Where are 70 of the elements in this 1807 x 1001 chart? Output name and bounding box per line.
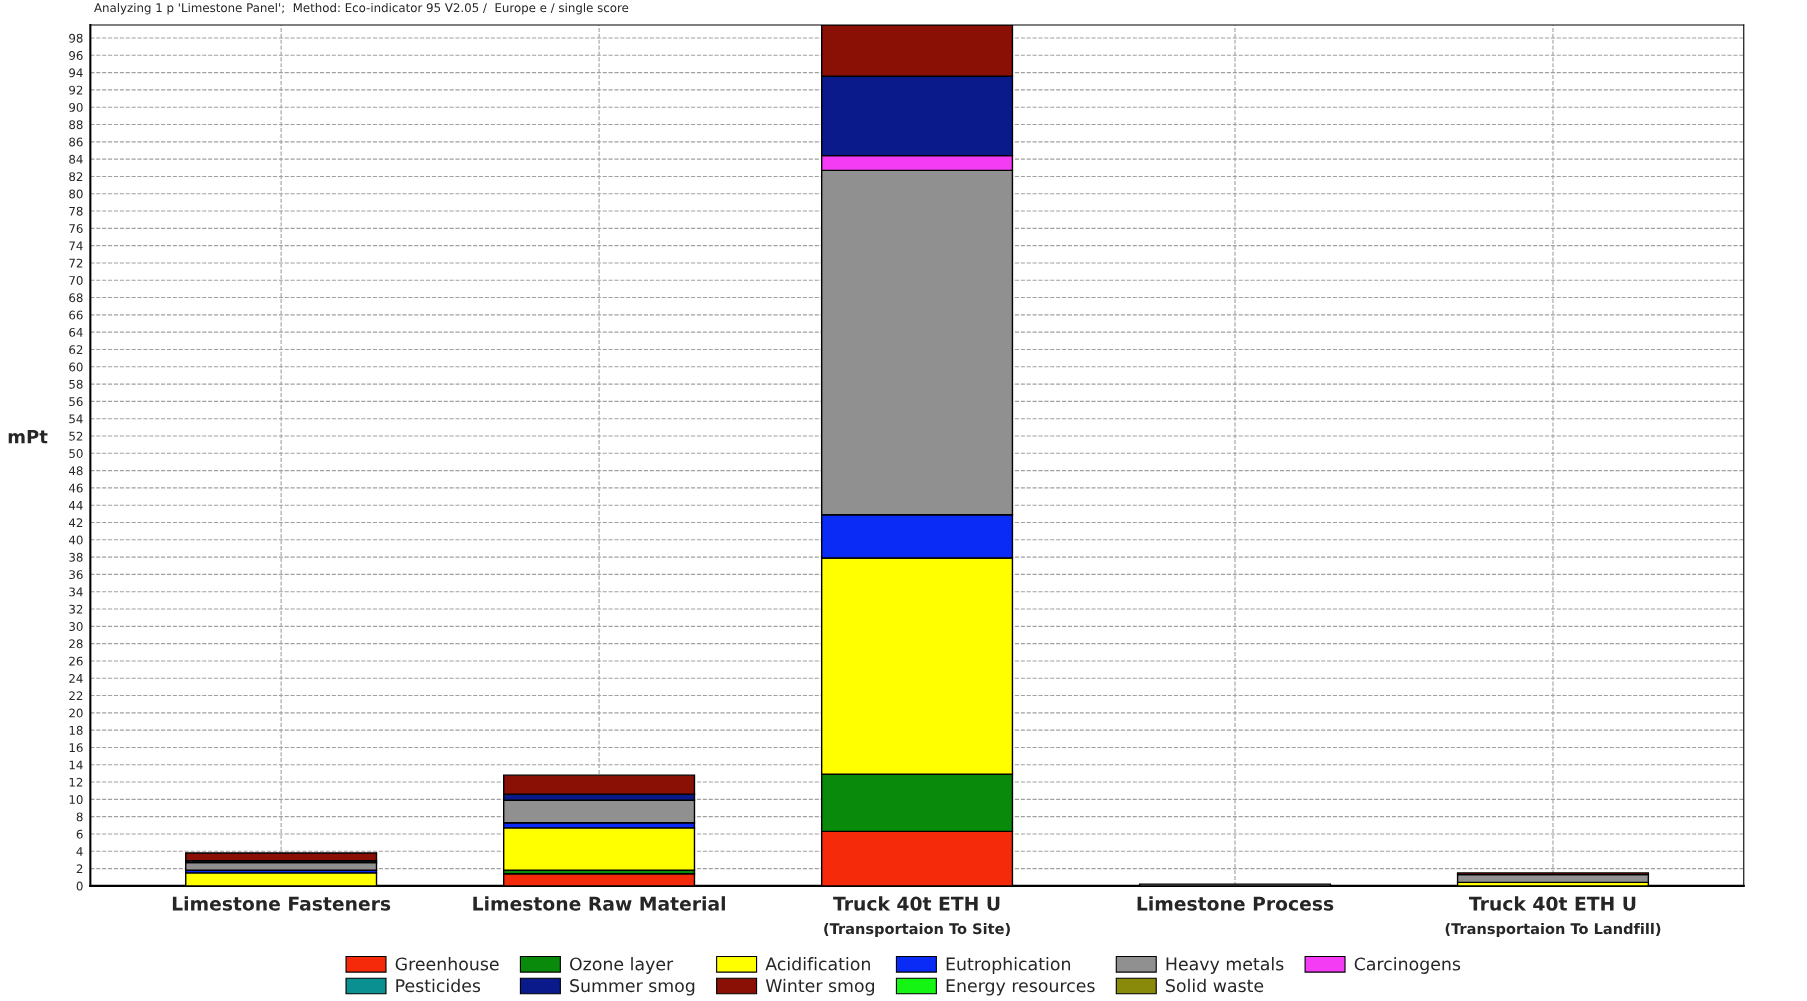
y-tick-label: 82: [69, 172, 83, 182]
y-tick-label: 14: [69, 760, 83, 770]
y-tick-label: 40: [68, 535, 83, 545]
y-tick-label: 60: [69, 362, 83, 372]
legend-label: Eutrophication: [946, 957, 1070, 974]
legend-label: Winter smog: [765, 978, 875, 996]
y-axis-title: mPt: [8, 430, 48, 444]
y-tick-label: 80: [69, 189, 83, 199]
y-tick-label: 66: [69, 310, 83, 320]
y-tick-label: 50: [69, 449, 83, 458]
legend-label: Pesticides: [396, 978, 481, 993]
y-tick-label: 0: [76, 881, 83, 891]
x-tick-label: Truck 40t ETH U (Transportaion To Site): [824, 896, 1010, 938]
y-tick-label: 96: [69, 51, 83, 60]
y-tick-label: 48: [68, 466, 83, 476]
y-tick-label: 46: [68, 483, 83, 493]
y-tick-label: 16: [69, 743, 83, 753]
y-tick-label: 42: [68, 518, 83, 527]
y-tick-label: 36: [69, 570, 83, 580]
y-tick-label: 84: [69, 154, 83, 164]
bar: [185, 852, 378, 862]
legend-label: Acidification: [765, 957, 870, 971]
legend-label: Carcinogens: [1354, 957, 1461, 974]
y-tick-label: 38: [69, 552, 83, 562]
y-tick-label: 70: [69, 275, 83, 285]
y-tick-label: 22: [69, 691, 83, 701]
y-tick-label: 32: [69, 604, 83, 614]
x-tick-label: Truck 40t ETH U (Transportaion To Landfill): [1445, 896, 1661, 938]
legend-label: Summer smog: [570, 979, 695, 996]
y-tick-label: 64: [69, 327, 83, 337]
y-tick-label: 86: [69, 137, 83, 147]
y-tick-label: 28: [69, 639, 83, 649]
y-tick-label: 8: [76, 812, 83, 822]
y-tick-label: 44: [68, 501, 83, 510]
legend-label: Greenhouse: [395, 957, 499, 971]
x-tick-label: Limestone Process: [1137, 896, 1334, 911]
y-tick-label: 18: [69, 725, 83, 735]
y-tick-label: 98: [69, 33, 83, 43]
chart-title: Analyzing 1 p 'Limestone Panel'; Method: Eco-indicator 95 V2.05 / Europe e / single score: [94, 3, 629, 15]
y-tick-label: 90: [69, 102, 83, 112]
y-tick-label: 52: [69, 431, 83, 441]
x-tick-label: Limestone Raw Material: [473, 896, 725, 911]
x-tick-label: Limestone Fasteners: [172, 896, 391, 911]
y-tick-label: 72: [69, 258, 83, 268]
legend-label: Ozone layer: [570, 957, 674, 974]
y-tick-label: 20: [69, 708, 83, 718]
y-tick-label: 92: [69, 85, 83, 95]
y-tick-label: 24: [69, 673, 83, 683]
y-tick-label: 54: [69, 414, 83, 424]
y-tick-label: 56: [69, 397, 83, 407]
y-tick-label: 74: [69, 241, 83, 251]
y-tick-label: 78: [69, 206, 83, 216]
y-tick-label: 94: [69, 68, 83, 78]
y-tick-label: 68: [69, 293, 83, 303]
y-tick-label: 2: [76, 864, 83, 874]
y-tick-label: 10: [69, 795, 83, 805]
y-tick-label: 6: [76, 829, 83, 839]
bar: [503, 827, 696, 872]
y-tick-label: 4: [76, 847, 83, 856]
legend-label: Energy resources: [946, 979, 1095, 996]
y-tick-label: 76: [69, 224, 83, 233]
legend-label: Heavy metals: [1166, 957, 1284, 974]
y-tick-label: 62: [69, 345, 83, 355]
y-tick-label: 88: [69, 120, 83, 130]
y-tick-label: 12: [69, 777, 83, 787]
y-tick-label: 26: [69, 656, 83, 666]
y-tick-label: 58: [69, 379, 83, 389]
legend-label: Solid waste: [1166, 978, 1264, 993]
y-tick-label: 30: [69, 622, 83, 631]
y-tick-label: 34: [69, 587, 83, 597]
